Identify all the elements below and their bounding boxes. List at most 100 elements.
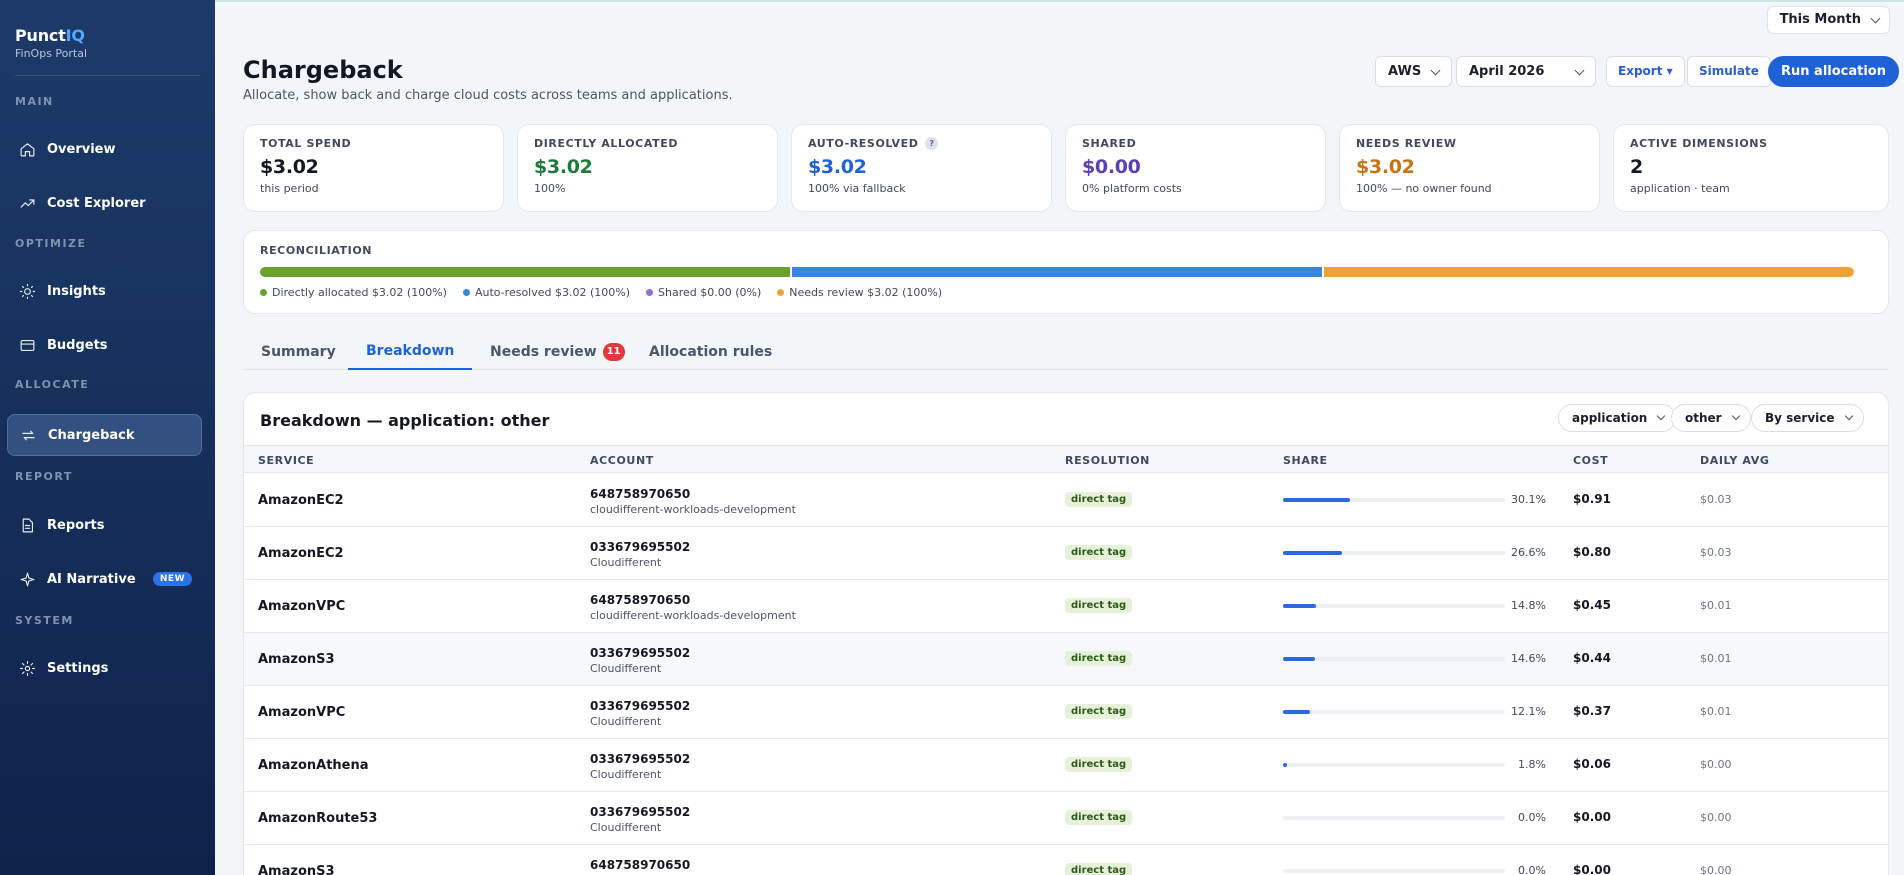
main-content: This Month Chargeback Allocate, show bac… xyxy=(215,0,1904,875)
section-allocate: ALLOCATE xyxy=(15,378,90,391)
account-id: 648758970650 xyxy=(590,487,691,501)
cost-value: $0.37 xyxy=(1573,704,1611,718)
needs-review-count-badge: 11 xyxy=(602,343,625,361)
service-name: AmazonVPC xyxy=(258,705,346,720)
tab-allocation-rules[interactable]: Allocation rules xyxy=(649,344,773,360)
sidebar-item-ai-narrative[interactable]: AI Narrative NEW xyxy=(7,558,202,600)
column-header-account[interactable]: ACCOUNT xyxy=(590,454,654,467)
sidebar-item-cost-explorer[interactable]: Cost Explorer xyxy=(7,182,202,224)
service-name: AmazonRoute53 xyxy=(258,811,378,826)
share-bar-fill xyxy=(1283,657,1315,661)
kpi-value: $3.02 xyxy=(260,156,319,178)
account-name: Cloudifferent xyxy=(590,715,662,728)
period-select[interactable]: This Month xyxy=(1766,6,1890,34)
legend-label: Auto-resolved $3.02 (100%) xyxy=(474,286,631,299)
sidebar-item-budgets[interactable]: Budgets xyxy=(7,324,202,366)
export-button[interactable]: Export ▾ xyxy=(1606,56,1685,87)
group-by-select[interactable]: By service xyxy=(1751,404,1864,432)
resolution-badge: direct tag xyxy=(1065,651,1133,666)
trend-icon xyxy=(20,198,35,208)
run-allocation-button[interactable]: Run allocation xyxy=(1768,56,1899,87)
section-report: REPORT xyxy=(15,470,73,483)
daily-avg-value: $0.00 xyxy=(1700,811,1732,824)
sidebar-item-label: Settings xyxy=(47,660,109,676)
share-percent: 12.1% xyxy=(1511,705,1546,718)
share-percent: 14.8% xyxy=(1511,599,1546,612)
sidebar-item-label: Reports xyxy=(47,517,105,533)
kpi-sub: 100% xyxy=(534,182,566,195)
table-row[interactable]: AmazonAthena 033679695502 Cloudifferent dir… xyxy=(244,739,1888,792)
daily-avg-value: $0.01 xyxy=(1700,599,1732,612)
kpi-label: DIRECTLY ALLOCATED xyxy=(534,137,679,150)
brand-subtitle: FinOps Portal xyxy=(15,47,88,60)
reconciliation-legend: Directly allocated $3.02 (100%) Auto-res… xyxy=(260,286,942,299)
chevron-down-icon xyxy=(1574,65,1585,76)
cost-value: $0.06 xyxy=(1573,757,1611,771)
sidebar-item-label: Overview xyxy=(47,141,116,157)
table-row[interactable]: AmazonRoute53 033679695502 Cloudifferent di… xyxy=(244,792,1888,845)
column-header-cost[interactable]: COST xyxy=(1573,454,1609,467)
sidebar-item-chargeback[interactable]: Chargeback xyxy=(7,414,202,456)
help-icon[interactable]: ? xyxy=(925,137,939,150)
table-row[interactable]: AmazonVPC 033679695502 Cloudifferent direct… xyxy=(244,686,1888,739)
table-row[interactable]: AmazonS3 648758970650cloudifferent-worklo… xyxy=(244,845,1888,875)
account-name: Cloudifferent xyxy=(590,556,662,569)
share-percent: 0.0% xyxy=(1518,864,1546,875)
sidebar-item-reports[interactable]: Reports xyxy=(7,504,202,546)
reconciliation-title: RECONCILIATION xyxy=(260,244,373,257)
account-name: cloudifferent-workloads-development xyxy=(590,609,796,622)
kpi-sub: this period xyxy=(260,182,319,195)
section-optimize: OPTIMIZE xyxy=(15,237,87,250)
dimension-select[interactable]: application xyxy=(1558,404,1677,432)
account-id: 033679695502 xyxy=(590,646,691,660)
month-select[interactable]: April 2026 xyxy=(1456,56,1596,87)
table-row[interactable]: AmazonS3 033679695502 Cloudifferent direct … xyxy=(244,633,1888,686)
sidebar-item-insights[interactable]: Insights xyxy=(7,270,202,312)
tab-summary[interactable]: Summary xyxy=(261,344,336,360)
account-name: Cloudifferent xyxy=(590,821,662,834)
column-header-daily-avg[interactable]: DAILY AVG xyxy=(1700,454,1770,467)
value-value: other xyxy=(1685,411,1722,425)
dimension-value: application xyxy=(1572,411,1648,425)
account-cell: 648758970650cloudifferent-workloads-deve… xyxy=(590,858,796,875)
legend-item: Directly allocated $3.02 (100%) xyxy=(260,286,447,299)
chevron-down-icon xyxy=(1430,65,1441,76)
share-bar xyxy=(1283,816,1505,820)
column-header-resolution[interactable]: RESOLUTION xyxy=(1065,454,1150,467)
brand-logo[interactable]: PunctIQ xyxy=(15,26,85,45)
kpi-sub: 100% — no owner found xyxy=(1356,182,1492,195)
tab-breakdown[interactable]: Breakdown xyxy=(348,334,473,370)
period-label: This Month xyxy=(1779,12,1861,27)
account-id: 648758970650 xyxy=(590,858,691,872)
account-cell: 033679695502 Cloudifferent xyxy=(590,540,690,569)
account-id: 033679695502 xyxy=(590,699,691,713)
resolution-badge: direct tag xyxy=(1065,492,1133,507)
sidebar-item-overview[interactable]: Overview xyxy=(7,128,202,170)
provider-value: AWS xyxy=(1388,64,1422,79)
provider-select[interactable]: AWS xyxy=(1375,56,1453,87)
daily-avg-value: $0.00 xyxy=(1700,758,1732,771)
sidebar-item-label: Budgets xyxy=(47,337,108,353)
kpi-label-row: AUTO-RESOLVED? xyxy=(808,137,1035,150)
sidebar-item-settings[interactable]: Settings xyxy=(7,647,202,689)
resolution-badge: direct tag xyxy=(1065,545,1133,560)
reconciliation-bar xyxy=(260,267,1854,277)
arrows-icon xyxy=(22,430,35,440)
share-bar xyxy=(1283,869,1505,873)
simulate-button[interactable]: Simulate xyxy=(1687,56,1771,87)
table-row[interactable]: AmazonEC2 033679695502 Cloudifferent direct… xyxy=(244,527,1888,580)
share-bar xyxy=(1283,551,1505,555)
tab-needs-review[interactable]: Needs review 11 xyxy=(472,334,643,370)
value-select[interactable]: other xyxy=(1671,404,1751,432)
kpi-value: $3.02 xyxy=(1356,156,1415,178)
kpi-sub: 0% platform costs xyxy=(1082,182,1182,195)
table-row[interactable]: AmazonEC2 648758970650 cloudifferent-workl… xyxy=(244,474,1888,527)
share-percent: 1.8% xyxy=(1518,758,1546,771)
table-row[interactable]: AmazonVPC 648758970650 cloudifferent-workl… xyxy=(244,580,1888,633)
column-header-share[interactable]: SHARE xyxy=(1283,454,1328,467)
group-by-value: By service xyxy=(1765,411,1835,425)
wallet-icon xyxy=(20,339,35,351)
share-bar xyxy=(1283,604,1505,608)
column-header-service[interactable]: SERVICE xyxy=(258,454,315,467)
